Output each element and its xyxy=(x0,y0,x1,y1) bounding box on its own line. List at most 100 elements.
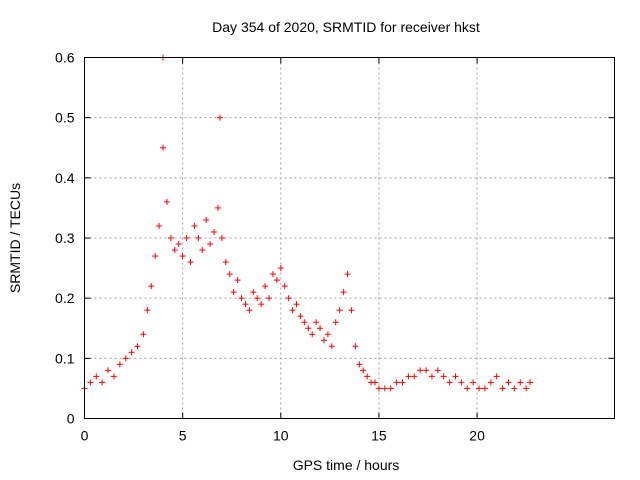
data-point xyxy=(452,373,459,380)
data-point xyxy=(423,367,430,374)
data-point xyxy=(305,325,312,332)
data-point xyxy=(356,361,363,368)
data-point xyxy=(128,349,135,356)
data-point xyxy=(160,144,167,151)
data-point xyxy=(87,379,94,386)
data-point xyxy=(405,373,412,380)
data-point xyxy=(93,373,100,380)
data-point xyxy=(289,307,296,314)
data-point xyxy=(99,379,106,386)
data-point xyxy=(122,355,129,362)
data-point xyxy=(417,367,424,374)
data-point xyxy=(434,367,441,374)
data-point xyxy=(393,379,400,386)
data-points xyxy=(81,54,534,392)
data-point xyxy=(218,235,225,241)
data-point xyxy=(411,373,418,380)
y-tick-label: 0.6 xyxy=(55,50,75,66)
data-point xyxy=(216,114,223,121)
data-point xyxy=(277,265,284,272)
data-point xyxy=(140,331,147,338)
data-point xyxy=(285,295,292,302)
data-point xyxy=(230,289,237,296)
data-point xyxy=(527,379,534,386)
data-point xyxy=(428,373,435,380)
data-point xyxy=(344,271,351,278)
data-point xyxy=(191,222,198,229)
data-point xyxy=(324,331,331,338)
data-point xyxy=(360,367,367,374)
data-point xyxy=(195,235,202,241)
data-point xyxy=(254,295,261,302)
data-point xyxy=(317,325,324,332)
x-tick-label: 15 xyxy=(371,428,387,444)
data-point xyxy=(266,295,273,302)
data-point xyxy=(517,379,524,386)
y-tick-label: 0.1 xyxy=(55,350,75,366)
data-point xyxy=(481,385,488,392)
data-point xyxy=(214,204,221,211)
data-point xyxy=(505,379,512,386)
grid-lines xyxy=(84,57,615,419)
y-axis-label: SRMTID / TECUs xyxy=(7,183,23,293)
data-point xyxy=(375,385,382,392)
x-tick-label: 10 xyxy=(273,428,289,444)
data-point xyxy=(148,283,155,290)
data-point xyxy=(470,379,477,386)
data-point xyxy=(105,367,112,374)
data-point xyxy=(246,307,253,314)
data-point xyxy=(238,295,245,302)
data-point xyxy=(446,379,453,386)
data-point xyxy=(387,385,394,392)
data-point xyxy=(269,271,276,278)
data-point xyxy=(511,385,518,392)
data-point xyxy=(399,379,406,386)
data-point xyxy=(364,373,371,380)
data-point xyxy=(487,379,494,386)
data-point xyxy=(328,343,335,350)
data-point xyxy=(152,253,159,260)
data-point xyxy=(309,331,316,338)
data-point xyxy=(199,247,206,254)
data-point xyxy=(320,337,327,344)
data-point xyxy=(499,385,506,392)
data-point xyxy=(242,301,249,308)
data-point xyxy=(348,307,355,314)
data-point xyxy=(258,301,265,308)
data-point xyxy=(262,283,269,290)
x-tick-label: 20 xyxy=(469,428,485,444)
y-tick-label: 0.5 xyxy=(55,110,75,126)
data-point xyxy=(297,313,304,320)
data-point xyxy=(250,289,257,296)
data-point xyxy=(144,307,151,314)
data-point xyxy=(183,235,190,241)
data-point xyxy=(464,385,471,392)
data-point xyxy=(476,385,483,392)
data-point xyxy=(134,343,141,350)
data-point xyxy=(179,253,186,260)
data-point xyxy=(313,319,320,326)
data-point xyxy=(175,241,182,248)
data-point xyxy=(523,385,530,392)
y-tick-label: 0.2 xyxy=(55,290,75,306)
data-point xyxy=(336,307,343,314)
data-point xyxy=(440,373,447,380)
data-point xyxy=(171,247,178,254)
x-tick-label: 0 xyxy=(81,428,89,444)
data-point xyxy=(207,241,214,248)
data-point xyxy=(222,259,229,266)
data-point xyxy=(226,271,233,278)
data-point xyxy=(203,216,210,223)
data-point xyxy=(211,228,218,235)
x-tick-label: 5 xyxy=(179,428,187,444)
y-tick-label: 0.3 xyxy=(55,230,75,246)
data-point xyxy=(116,361,123,368)
y-tick-label: 0.4 xyxy=(55,170,75,186)
data-point xyxy=(234,277,241,284)
data-point xyxy=(281,283,288,290)
data-point xyxy=(340,289,347,296)
data-point xyxy=(156,222,163,229)
y-tick-label: 0 xyxy=(67,411,75,427)
axis-ticks xyxy=(84,57,615,419)
